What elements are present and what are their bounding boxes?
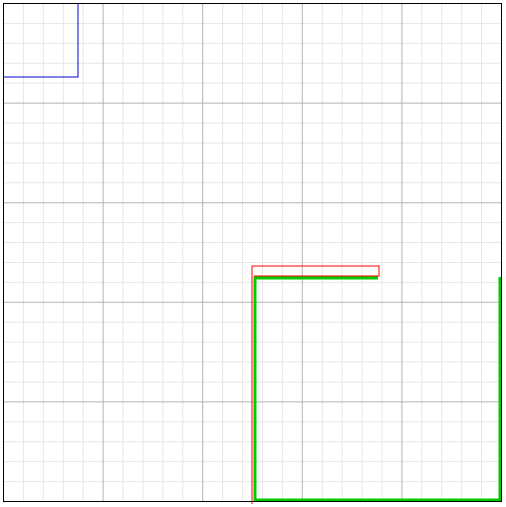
canvas-border	[3, 3, 502, 502]
red-path[interactable]	[251, 265, 380, 504]
minor-grid-lines	[3, 3, 502, 502]
blue-rectangle-outline[interactable]	[3, 3, 79, 78]
green-path[interactable]	[253, 276, 502, 502]
